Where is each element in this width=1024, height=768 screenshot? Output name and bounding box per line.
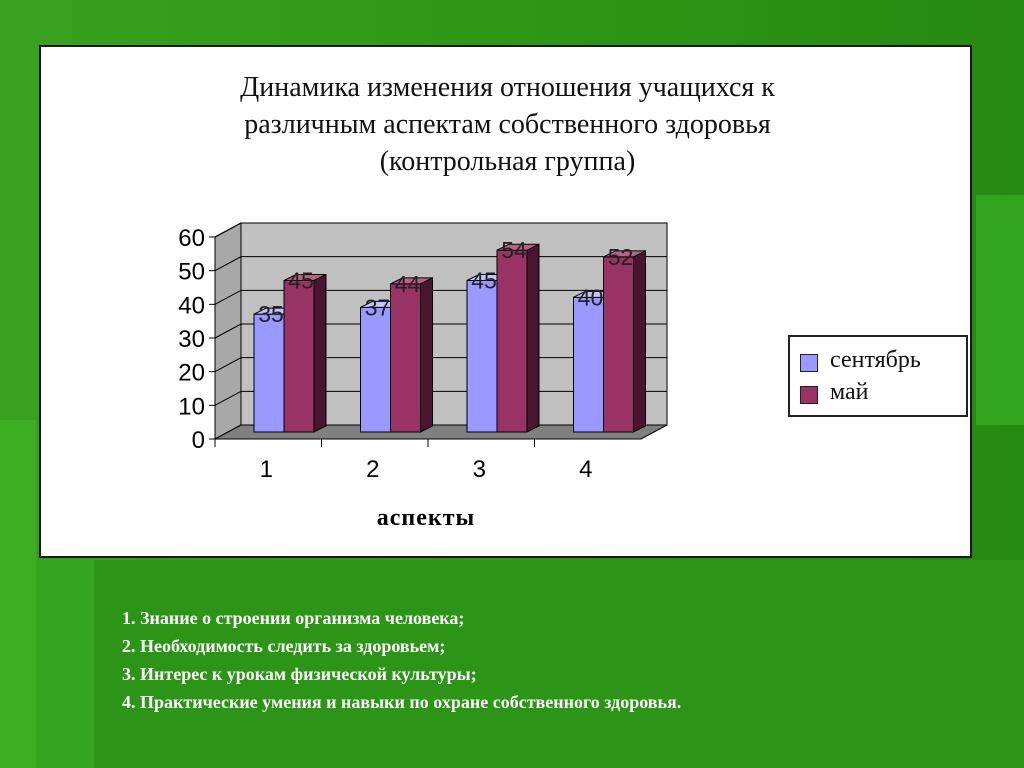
legend-swatch-may — [800, 386, 818, 404]
bar-top-face — [603, 250, 646, 258]
background-accent-right — [976, 195, 1024, 425]
bar-september — [573, 296, 604, 433]
x-tick-label: 4 — [579, 456, 592, 483]
chart-title-line-3: (контрольная группа) — [379, 146, 636, 177]
y-tick-label: 30 — [178, 326, 205, 353]
data-label: 52 — [608, 244, 634, 270]
bar-september — [360, 306, 391, 433]
x-tick-label: 2 — [366, 456, 379, 483]
bar-top-face — [283, 274, 327, 281]
note-item-2: 2. Необходимость следить за здоровьем; — [122, 636, 446, 656]
note-item-3: 3. Интерес к урокам физической культуры; — [122, 664, 477, 684]
chart-panel: Динамика изменения отношения учащихся к … — [39, 45, 972, 558]
bar-september — [253, 313, 285, 433]
background-accent-left-inner — [36, 560, 94, 768]
bar-may — [496, 249, 528, 433]
bar-top-face — [496, 243, 540, 251]
gridline — [214, 222, 667, 238]
y-tick-label: 50 — [178, 259, 205, 286]
data-label: 54 — [501, 237, 527, 263]
bar-may — [603, 256, 634, 433]
chart-legend: сентябрь май — [788, 335, 968, 417]
bar-may — [283, 280, 315, 433]
data-label: 40 — [578, 284, 604, 310]
y-tick-label: 60 — [178, 225, 205, 252]
chart-title: Динамика изменения отношения учащихся к … — [41, 69, 974, 180]
bar-side-face — [420, 277, 433, 433]
note-item-1: 1. Знание о строении организма человека; — [122, 608, 465, 628]
chart-title-line-2: различным аспектам собственного здоровья — [244, 109, 771, 140]
chart-title-line-1: Динамика изменения отношения учащихся к — [240, 72, 775, 103]
y-tick-label: 20 — [178, 360, 205, 387]
aspects-notes: 1. Знание о строении организма человека;… — [122, 604, 1002, 716]
x-tick-label: 3 — [473, 456, 486, 483]
bar-side-face — [633, 250, 646, 433]
legend-label-may: май — [830, 379, 869, 405]
y-tick-label: 40 — [178, 292, 205, 319]
x-tick-label: 1 — [260, 456, 273, 483]
y-tick-label: 0 — [192, 427, 205, 454]
background-accent-bottom — [94, 560, 1024, 768]
bar-september — [466, 280, 498, 433]
bar-may — [390, 283, 421, 433]
data-label: 35 — [258, 301, 284, 327]
data-label: 44 — [395, 271, 421, 297]
data-label: 45 — [471, 268, 497, 294]
legend-label-september: сентябрь — [830, 347, 921, 373]
x-axis-title: аспекты — [377, 505, 476, 531]
data-label: 45 — [288, 268, 314, 294]
bar-side-face — [526, 243, 540, 433]
note-item-4: 4. Практические умения и навыки по охран… — [122, 692, 682, 712]
background-accent-left — [0, 420, 36, 768]
data-label: 37 — [365, 294, 391, 320]
y-tick-label: 10 — [178, 393, 205, 420]
bar-side-face — [313, 273, 327, 433]
legend-swatch-september — [800, 354, 818, 372]
bar-top-face — [390, 277, 433, 285]
